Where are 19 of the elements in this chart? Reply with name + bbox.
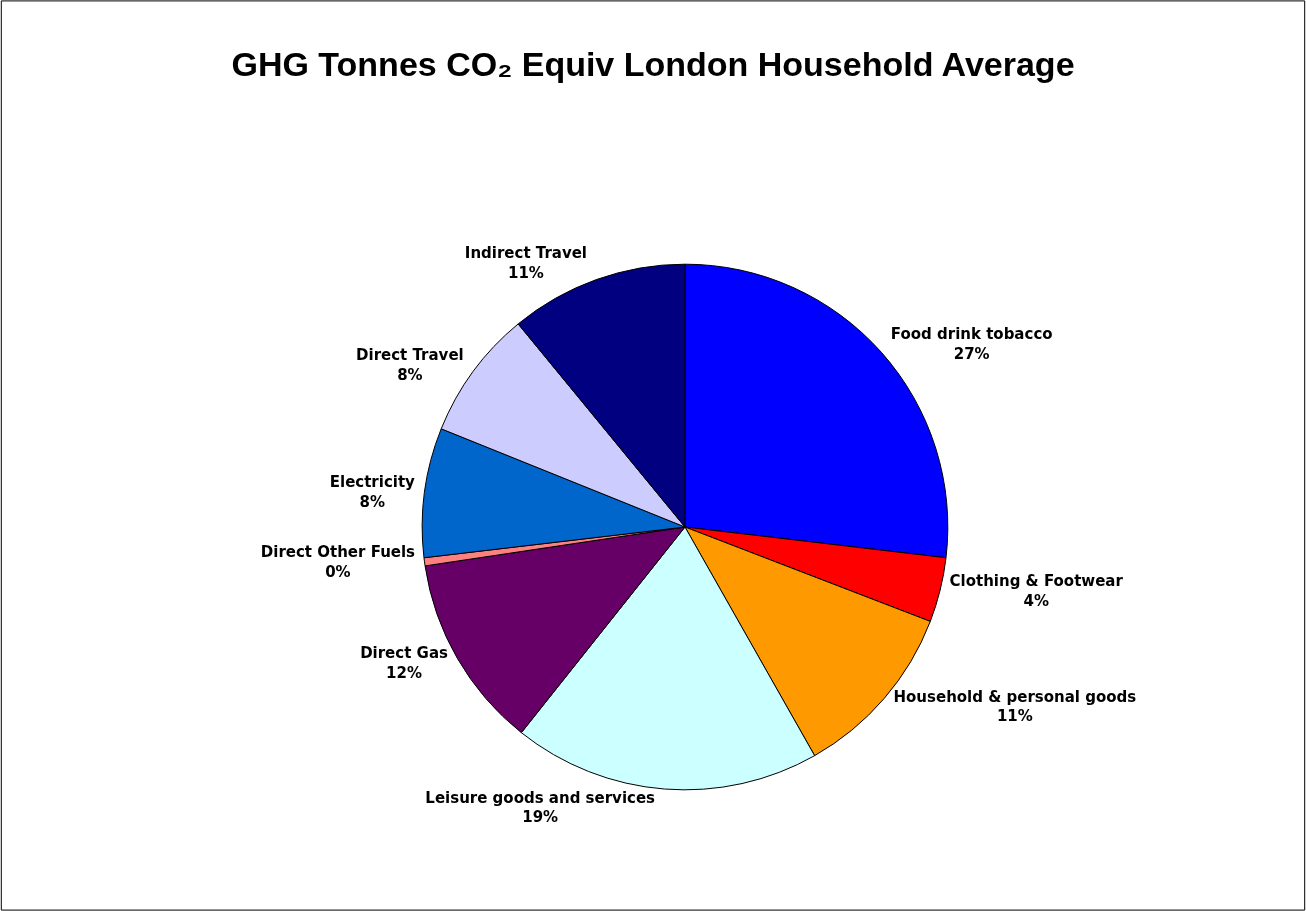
data-label: 8% (359, 492, 386, 511)
data-label: 0% (325, 562, 351, 581)
data-label: 11% (996, 707, 1033, 726)
data-label: 8% (397, 365, 423, 384)
slice-label: Household & personal goods (893, 687, 1137, 706)
slice-label: Clothing & Footwear (949, 572, 1124, 591)
data-label: 4% (1023, 591, 1049, 610)
slice-label: Electricity (329, 473, 416, 492)
data-label: 19% (522, 808, 559, 827)
slice-label: Food drink tobacco (890, 325, 1053, 344)
slice-label: Direct Gas (360, 644, 449, 663)
data-label: 27% (953, 344, 990, 363)
slice-label: Leisure goods and services (425, 788, 656, 807)
chart-title: GHG Tonnes CO₂ Equiv London Household Average (231, 44, 1075, 83)
slice-label: Direct Other Fuels (260, 543, 416, 562)
data-label: 12% (386, 663, 422, 682)
slice-label: Direct Travel (356, 346, 464, 365)
slice-label: Indirect Travel (464, 244, 588, 263)
data-label: 11% (507, 263, 544, 282)
